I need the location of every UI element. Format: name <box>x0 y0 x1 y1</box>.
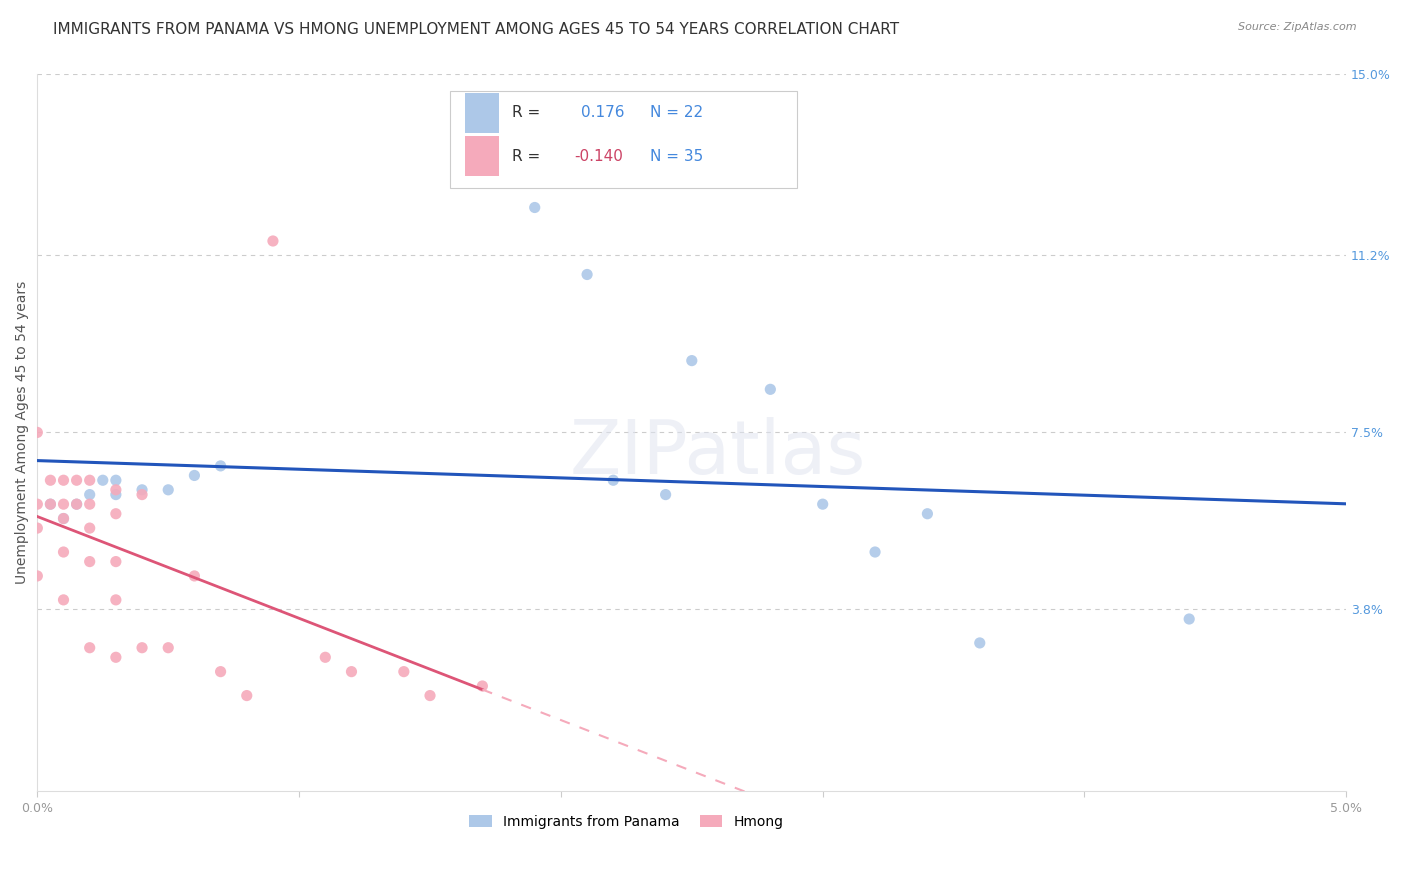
Point <box>314 650 336 665</box>
Point <box>236 689 259 703</box>
Point <box>157 640 180 655</box>
Point <box>104 592 127 607</box>
Text: IMMIGRANTS FROM PANAMA VS HMONG UNEMPLOYMENT AMONG AGES 45 TO 54 YEARS CORRELATI: IMMIGRANTS FROM PANAMA VS HMONG UNEMPLOY… <box>53 22 900 37</box>
Point <box>52 497 75 511</box>
Point <box>523 201 546 215</box>
Text: R =: R = <box>512 149 546 163</box>
Point <box>969 636 991 650</box>
Point <box>811 497 834 511</box>
Point <box>576 268 599 282</box>
Point <box>27 521 49 535</box>
Point <box>39 497 62 511</box>
Text: R =: R = <box>512 105 546 120</box>
Point <box>52 592 75 607</box>
Legend: Immigrants from Panama, Hmong: Immigrants from Panama, Hmong <box>464 809 789 835</box>
Point <box>471 679 494 693</box>
Point <box>759 382 782 396</box>
Point <box>79 555 101 569</box>
Point <box>917 507 939 521</box>
Point <box>340 665 363 679</box>
Bar <box>465 94 499 133</box>
FancyBboxPatch shape <box>450 92 797 188</box>
Point <box>602 473 624 487</box>
Point <box>91 473 114 487</box>
Point <box>209 458 232 473</box>
Point <box>1178 612 1201 626</box>
Point <box>79 640 101 655</box>
Point <box>65 497 87 511</box>
Point <box>79 497 101 511</box>
Point <box>104 483 127 497</box>
Point <box>65 473 87 487</box>
Point <box>104 507 127 521</box>
Point <box>104 650 127 665</box>
Point <box>131 483 153 497</box>
Text: N = 22: N = 22 <box>650 105 703 120</box>
Point <box>654 487 676 501</box>
Point <box>863 545 886 559</box>
Point <box>27 425 49 440</box>
Point <box>52 545 75 559</box>
Point <box>104 487 127 501</box>
Point <box>131 487 153 501</box>
Point <box>79 521 101 535</box>
Point <box>65 497 87 511</box>
Point <box>681 353 703 368</box>
Point <box>209 665 232 679</box>
Point <box>52 473 75 487</box>
Point <box>131 640 153 655</box>
Point <box>157 483 180 497</box>
Text: N = 35: N = 35 <box>650 149 703 163</box>
Point <box>79 487 101 501</box>
Bar <box>465 136 499 176</box>
Text: ZIPatlas: ZIPatlas <box>569 417 866 491</box>
Point <box>419 689 441 703</box>
Y-axis label: Unemployment Among Ages 45 to 54 years: Unemployment Among Ages 45 to 54 years <box>15 281 30 584</box>
Point <box>183 569 205 583</box>
Point <box>183 468 205 483</box>
Point <box>79 473 101 487</box>
Point <box>39 497 62 511</box>
Point <box>392 665 415 679</box>
Text: 0.176: 0.176 <box>581 105 624 120</box>
Point <box>27 569 49 583</box>
Point <box>27 497 49 511</box>
Point <box>52 511 75 525</box>
Text: Source: ZipAtlas.com: Source: ZipAtlas.com <box>1239 22 1357 32</box>
Point <box>104 473 127 487</box>
Point <box>52 511 75 525</box>
Point <box>39 473 62 487</box>
Point <box>262 234 284 248</box>
Point <box>104 555 127 569</box>
Text: -0.140: -0.140 <box>574 149 623 163</box>
